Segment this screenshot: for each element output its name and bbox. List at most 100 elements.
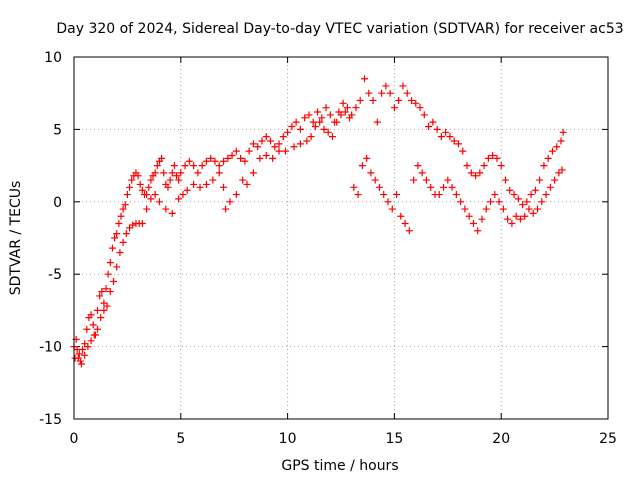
x-axis-label: GPS time / hours: [281, 458, 398, 474]
data-point: [497, 162, 505, 170]
data-point: [220, 183, 228, 191]
data-point: [442, 128, 450, 136]
data-point: [254, 143, 262, 151]
data-point: [222, 205, 230, 213]
data-point: [160, 169, 168, 177]
data-point: [529, 209, 537, 217]
data-point: [314, 108, 322, 116]
data-point: [89, 321, 97, 329]
data-point: [147, 195, 155, 203]
data-point: [512, 212, 520, 220]
data-point: [232, 147, 240, 155]
data-point: [106, 259, 114, 267]
data-point: [452, 191, 460, 199]
data-point: [467, 169, 475, 177]
data-point: [249, 169, 257, 177]
data-point: [343, 104, 351, 112]
data-point: [371, 176, 379, 184]
data-point: [491, 191, 499, 199]
data-point: [369, 96, 377, 104]
data-point: [305, 111, 313, 119]
data-point: [190, 180, 198, 188]
data-point: [328, 133, 336, 141]
data-point: [480, 162, 488, 170]
data-point: [380, 191, 388, 199]
data-point: [258, 137, 266, 145]
x-tick-label: 20: [492, 431, 510, 447]
chart-title: Day 320 of 2024, Sidereal Day-to-day VTE…: [56, 21, 623, 37]
data-point: [440, 183, 448, 191]
data-point: [108, 244, 116, 252]
data-point: [420, 111, 428, 119]
data-point: [534, 205, 542, 213]
data-point: [457, 198, 465, 206]
x-tick-label: 5: [176, 431, 185, 447]
data-point: [538, 198, 546, 206]
y-tick-label: -15: [39, 412, 62, 428]
data-point: [158, 154, 166, 162]
data-point: [113, 230, 121, 238]
data-point: [422, 176, 430, 184]
data-point: [358, 162, 366, 170]
data-point: [290, 143, 298, 151]
data-point: [111, 234, 119, 242]
data-point: [215, 162, 223, 170]
data-point: [75, 350, 83, 358]
data-point: [482, 205, 490, 213]
data-point: [279, 133, 287, 141]
data-point: [478, 215, 486, 223]
data-point: [508, 220, 516, 228]
data-point: [450, 137, 458, 145]
data-point: [73, 345, 81, 353]
data-point: [87, 337, 95, 345]
data-point: [115, 220, 123, 228]
data-point: [461, 205, 469, 213]
data-point: [382, 82, 390, 90]
data-point: [307, 133, 315, 141]
data-point: [444, 176, 452, 184]
data-point: [228, 151, 236, 159]
data-point: [501, 176, 509, 184]
data-point: [536, 176, 544, 184]
data-point: [318, 114, 326, 122]
data-point: [427, 183, 435, 191]
data-point: [551, 176, 559, 184]
data-point: [100, 306, 108, 314]
data-point: [185, 157, 193, 165]
data-point: [232, 191, 240, 199]
data-point: [446, 133, 454, 141]
data-point: [403, 89, 411, 97]
data-point: [472, 172, 480, 180]
data-point: [401, 220, 409, 228]
data-point: [548, 147, 556, 155]
data-point: [239, 176, 247, 184]
x-tick-label: 25: [599, 431, 617, 447]
data-point: [390, 104, 398, 112]
data-point: [177, 169, 185, 177]
x-tick-label: 0: [70, 431, 79, 447]
data-point: [354, 191, 362, 199]
data-point: [516, 215, 524, 223]
data-point: [303, 137, 311, 145]
data-point: [175, 195, 183, 203]
data-point: [202, 180, 210, 188]
data-point: [429, 118, 437, 126]
data-point: [173, 172, 181, 180]
data-point: [296, 125, 304, 133]
data-point: [151, 169, 159, 177]
data-point: [138, 186, 146, 194]
data-point: [476, 169, 484, 177]
data-point: [296, 140, 304, 148]
data-point: [489, 151, 497, 159]
data-point: [527, 191, 535, 199]
data-point: [425, 123, 433, 131]
data-point: [407, 96, 415, 104]
data-point: [412, 99, 420, 107]
data-point: [386, 89, 394, 97]
data-point: [113, 263, 121, 271]
y-tick-label: 5: [53, 122, 62, 138]
data-point: [116, 248, 124, 256]
data-point: [106, 288, 114, 296]
data-point: [388, 205, 396, 213]
data-point: [77, 360, 85, 368]
